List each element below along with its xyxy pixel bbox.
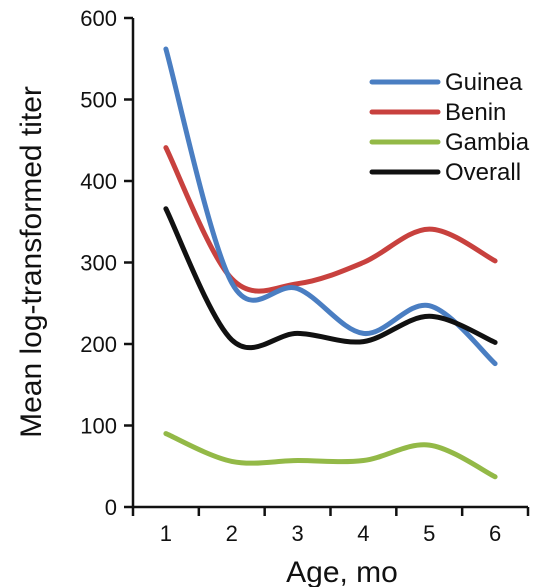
x-tick-label: 6 bbox=[489, 521, 501, 546]
x-tick-label: 3 bbox=[291, 521, 303, 546]
y-tick-label: 500 bbox=[80, 88, 117, 113]
y-tick-label: 0 bbox=[105, 495, 117, 520]
y-axis-title: Mean log-transformed titer bbox=[15, 86, 48, 438]
x-ticks: 1 2 3 4 5 6 bbox=[131, 507, 530, 546]
series-line-benin bbox=[163, 145, 498, 294]
x-tick-label: 5 bbox=[423, 521, 435, 546]
x-tick-label: 1 bbox=[160, 521, 172, 546]
y-tick-label: 600 bbox=[80, 6, 117, 31]
series-line-overall bbox=[163, 206, 498, 351]
series-lines bbox=[163, 46, 498, 480]
legend-label-benin: Benin bbox=[445, 99, 506, 126]
x-tick-label: 4 bbox=[357, 521, 369, 546]
y-tick-label: 100 bbox=[80, 414, 117, 439]
x-tick-label: 2 bbox=[226, 521, 238, 546]
legend-label-gambia: Gambia bbox=[445, 129, 530, 156]
x-axis-title: Age, mo bbox=[286, 556, 398, 587]
legend: Guinea Benin Gambia Overall bbox=[369, 69, 530, 186]
y-ticks: 0 100 200 300 400 500 600 bbox=[80, 6, 133, 520]
series-line-guinea bbox=[163, 46, 498, 367]
legend-label-guinea: Guinea bbox=[445, 69, 523, 96]
y-tick-label: 200 bbox=[80, 332, 117, 357]
y-tick-label: 300 bbox=[80, 251, 117, 276]
legend-label-overall: Overall bbox=[445, 159, 521, 186]
y-tick-label: 400 bbox=[80, 169, 117, 194]
series-line-gambia bbox=[163, 431, 498, 480]
